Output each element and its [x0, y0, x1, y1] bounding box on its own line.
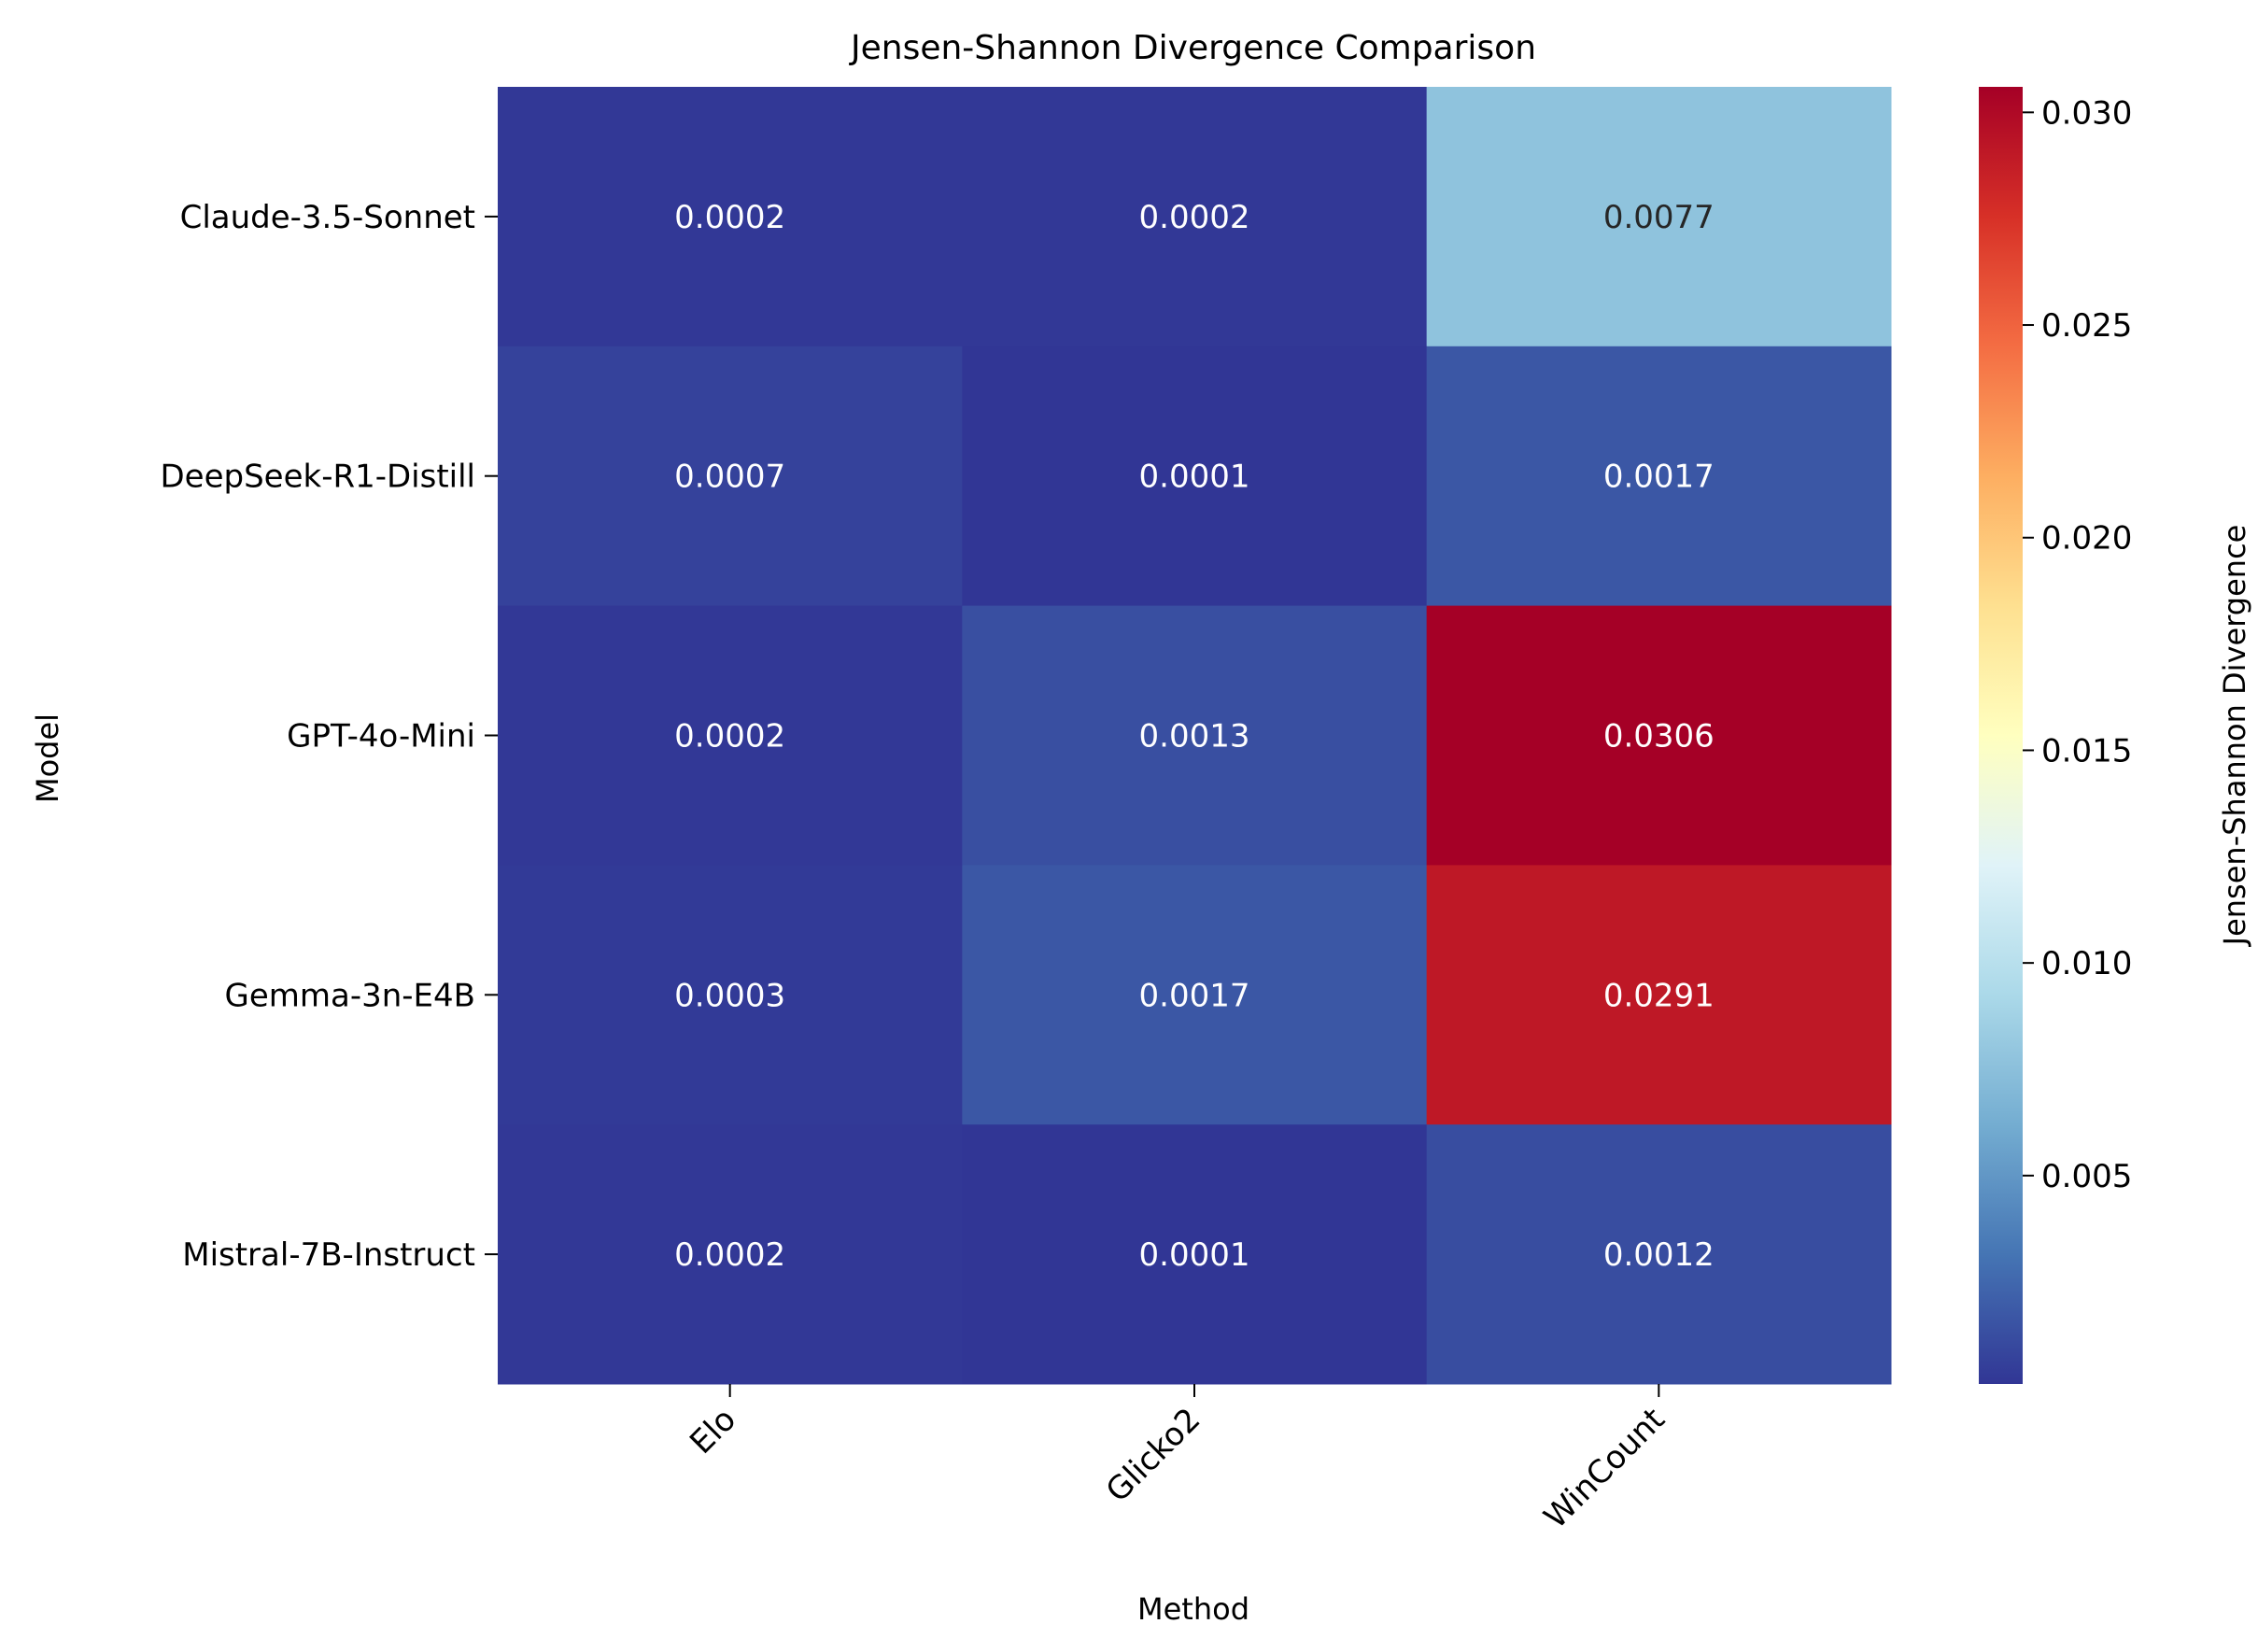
heatmap-cell — [962, 346, 1428, 607]
chart-title: Jensen-Shannon Divergence Comparison — [849, 29, 1536, 67]
heatmap-cell — [1426, 87, 1892, 347]
y-tick-label: GPT-4o-Mini — [287, 718, 475, 755]
cell-value-label: 0.0002 — [674, 199, 785, 236]
colorbar-tick-label: 0.005 — [2041, 1158, 2132, 1195]
colorbar-tick-label: 0.015 — [2041, 732, 2132, 770]
cell-value-label: 0.0007 — [674, 459, 785, 496]
x-axis: Elo Glicko2 WinCount — [683, 1384, 1672, 1536]
heatmap-cell — [1426, 605, 1892, 866]
colorbar-tick-label: 0.030 — [2041, 94, 2132, 132]
y-tick-label: Gemma-3n-E4B — [225, 977, 476, 1014]
colorbar-tick-label: 0.020 — [2041, 520, 2132, 558]
heatmap-cell — [1426, 865, 1892, 1125]
cell-value-label: 0.0013 — [1139, 718, 1250, 755]
heatmap-cell — [498, 346, 963, 607]
heatmap-cell — [962, 605, 1428, 866]
cell-value-label: 0.0017 — [1603, 459, 1715, 496]
y-tick-label: Claude-3.5-Sonnet — [180, 199, 475, 236]
y-tick-label: Mistral-7B-Instruct — [182, 1236, 475, 1274]
colorbar-tick-label: 0.010 — [2041, 945, 2132, 982]
heatmap-cell — [1426, 1124, 1892, 1385]
colorbar — [1979, 87, 2023, 1384]
y-tick-label: DeepSeek-R1-Distill — [160, 459, 475, 496]
x-tick-label: Elo — [683, 1401, 743, 1461]
y-axis: Claude-3.5-Sonnet DeepSeek-R1-Distill GPT-… — [160, 199, 498, 1274]
heatmap-cell — [498, 865, 963, 1125]
x-tick-label: WinCount — [1537, 1401, 1672, 1536]
cell-value-label: 0.0002 — [1139, 199, 1250, 236]
colorbar-tick-label: 0.025 — [2041, 307, 2132, 345]
heatmap-cell — [962, 1124, 1428, 1385]
heatmap-cell — [962, 87, 1428, 347]
cell-value-label: 0.0003 — [674, 977, 785, 1014]
x-tick-label: Glicko2 — [1099, 1401, 1208, 1510]
cell-value-label: 0.0002 — [674, 718, 785, 755]
cell-value-label: 0.0306 — [1603, 718, 1715, 755]
heatmap-cell-labels: 0.0002 0.0002 0.0077 0.0007 0.0001 0.0017 0.00… — [674, 199, 1715, 1274]
heatmap-cell — [498, 605, 963, 866]
cell-value-label: 0.0291 — [1603, 977, 1715, 1014]
cell-value-label: 0.0017 — [1139, 977, 1250, 1014]
cell-value-label: 0.0001 — [1139, 459, 1250, 496]
heatmap-cell — [498, 1124, 963, 1385]
colorbar-label: Jensen-Shannon Divergence — [2217, 525, 2252, 948]
cell-value-label: 0.0001 — [1139, 1236, 1250, 1274]
cell-value-label: 0.0002 — [674, 1236, 785, 1274]
heatmap-cell — [1426, 346, 1892, 607]
x-axis-label: Method — [1137, 1591, 1249, 1627]
heatmap-cell — [962, 865, 1428, 1125]
cell-value-label: 0.0077 — [1603, 199, 1715, 236]
heatmap-cell — [498, 87, 963, 347]
cell-value-label: 0.0012 — [1603, 1236, 1715, 1274]
y-axis-label: Model — [30, 713, 65, 803]
heatmap-cells — [498, 87, 1892, 1385]
colorbar-ticks: 0.005 0.010 0.015 0.020 0.025 0.030 — [2023, 94, 2132, 1195]
